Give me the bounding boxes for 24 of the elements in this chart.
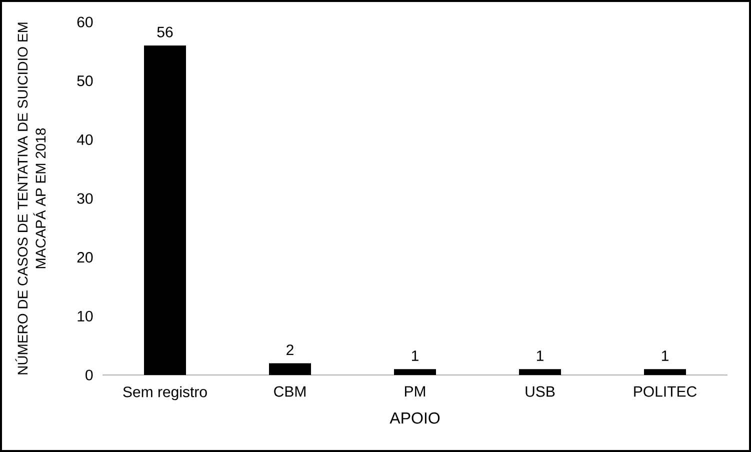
y-tick-label: 0 (86, 370, 93, 380)
bar (144, 46, 186, 375)
y-tick-label: 60 (77, 16, 93, 28)
x-axis-title: APOIO (390, 412, 440, 424)
data-label: 1 (662, 350, 668, 361)
y-tick-label: 20 (77, 252, 93, 263)
x-tick-label: Sem registro (123, 386, 207, 400)
data-label: 1 (412, 350, 418, 361)
bar (519, 369, 562, 375)
x-tick-label: POLITEC (634, 386, 697, 397)
y-tick-label: 40 (76, 134, 93, 145)
y-tick-label: 10 (78, 310, 93, 322)
bar (269, 363, 312, 375)
y-axis-title: NÚMERO DE CASOS DE TENTATIVA DE SUICIDIO EM MACAPÁ AP EM 2018 (15, 22, 46, 374)
x-tick-label: USB (526, 386, 555, 397)
x-tick-label: CBM (274, 386, 306, 397)
bar (394, 369, 436, 375)
y-tick-label: 50 (77, 76, 93, 86)
bar (644, 369, 686, 375)
data-label: 56 (157, 26, 173, 38)
data-label: 1 (536, 350, 544, 361)
data-label: 2 (286, 344, 294, 356)
y-tick-label: 30 (77, 193, 93, 204)
x-tick-label: PM (404, 386, 426, 397)
